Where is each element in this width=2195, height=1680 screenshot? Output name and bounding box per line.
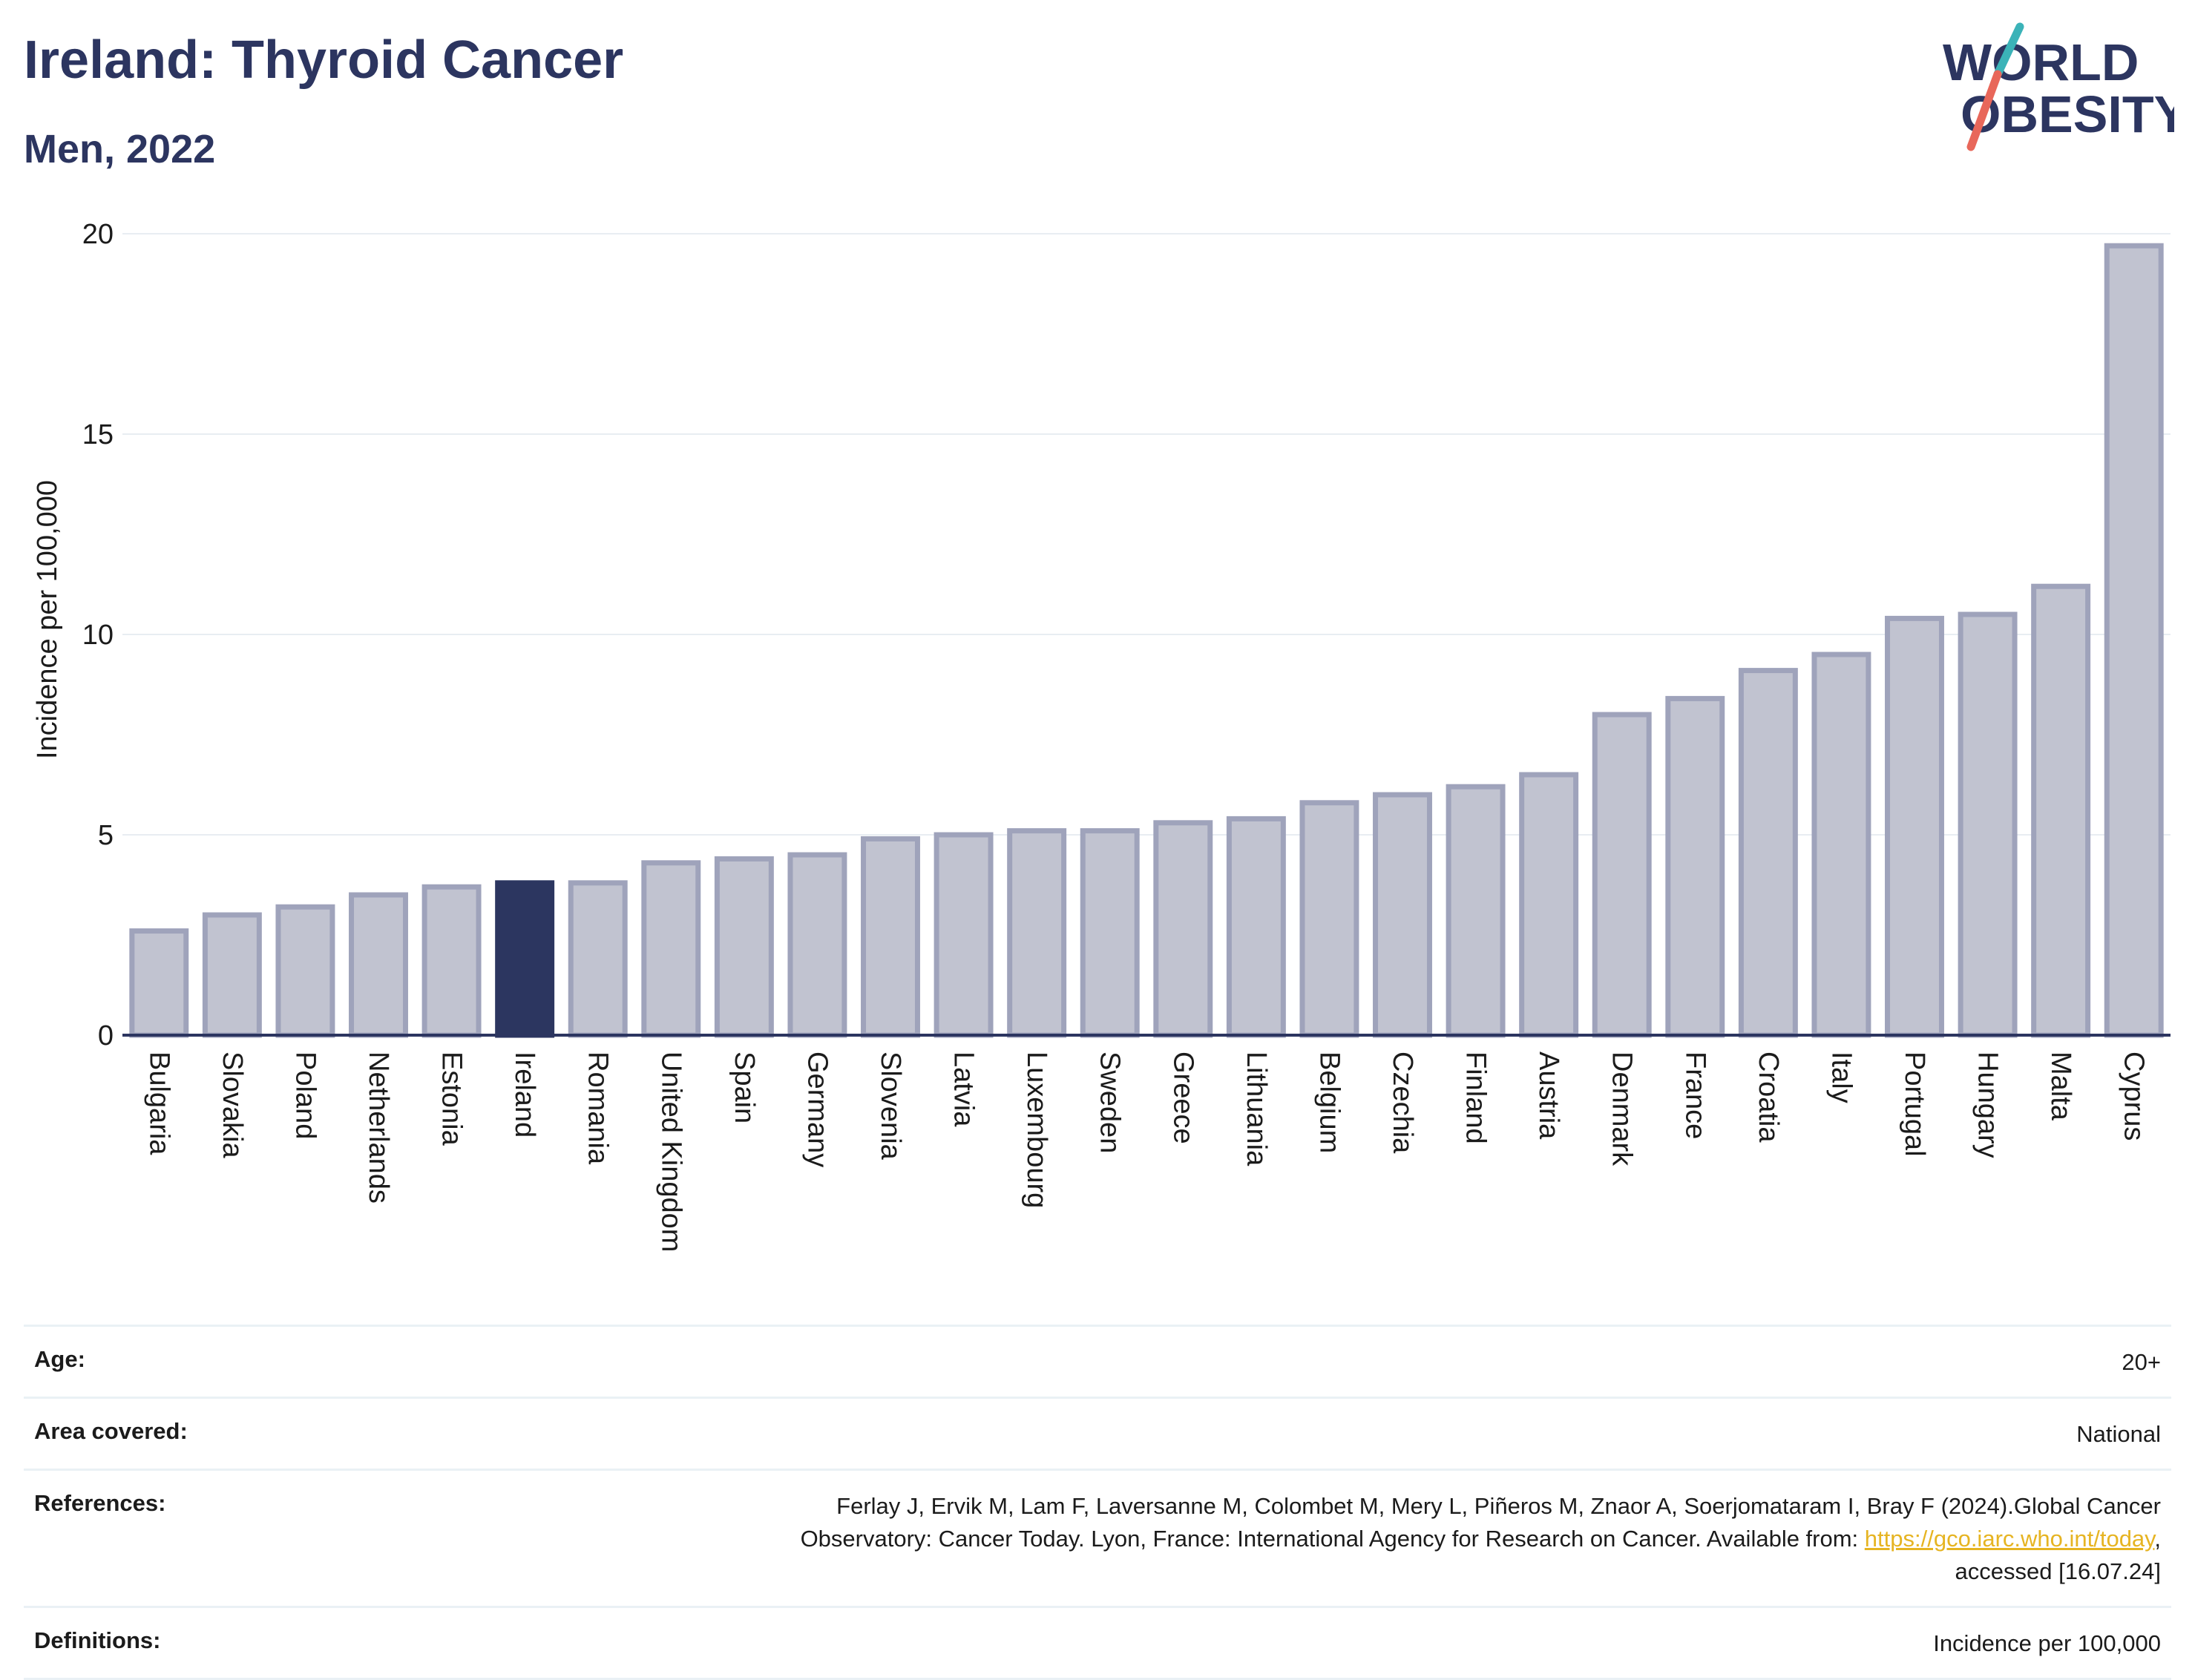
x-tick-label: Croatia — [1753, 1051, 1784, 1143]
x-tick-label: Slovenia — [875, 1051, 906, 1161]
bar-italy — [1811, 652, 1871, 1038]
bar-poland — [275, 904, 335, 1038]
world-obesity-logo: WORLD OBESITY — [1943, 22, 2174, 151]
logo-slash-bottom — [1966, 70, 2002, 151]
bar-austria — [1519, 772, 1579, 1038]
references-link[interactable]: https://gco.iarc.who.int/today — [1864, 1526, 2155, 1552]
logo-word-obesity: OBESITY — [1961, 85, 2174, 143]
bar-united-kingdom — [641, 860, 701, 1038]
bar-estonia — [421, 884, 482, 1038]
area-covered-label: Area covered: — [34, 1418, 188, 1444]
x-tick-label: Finland — [1460, 1051, 1492, 1144]
bar-cyprus — [2104, 243, 2164, 1038]
bar-denmark — [1592, 712, 1652, 1038]
bar-finland — [1446, 784, 1506, 1038]
x-tick-label: France — [1679, 1051, 1710, 1139]
bar-slovenia — [861, 836, 920, 1038]
x-tick-label: Ireland — [509, 1051, 540, 1138]
bar-sweden — [1080, 828, 1140, 1038]
x-tick-label: United Kingdom — [655, 1051, 686, 1252]
x-tick-labels: Bulgaria Slovakia Poland Netherlands Estonia… — [143, 1051, 2149, 1252]
x-tick-label: Portugal — [1899, 1051, 1930, 1157]
bar-lithuania — [1226, 816, 1286, 1038]
x-tick-label: Poland — [289, 1051, 321, 1139]
y-axis-label: Incidence per 100,000 — [32, 480, 63, 759]
x-tick-label: Spain — [729, 1051, 760, 1123]
info-row-age: Age: 20+ — [24, 1325, 2171, 1397]
bar-czechia — [1373, 792, 1432, 1038]
area-covered-value: National — [2076, 1421, 2161, 1447]
bar-france — [1665, 695, 1725, 1038]
x-tick-label: Germany — [801, 1051, 833, 1167]
y-tick-label: 10 — [82, 620, 114, 651]
bar-luxembourg — [1007, 828, 1067, 1038]
bar-netherlands — [349, 892, 408, 1038]
bar-bulgaria — [129, 928, 189, 1038]
bar-latvia — [934, 832, 994, 1038]
bar-spain — [714, 856, 774, 1038]
bars — [129, 243, 2164, 1038]
x-tick-label: Lithuania — [1241, 1051, 1272, 1167]
logo-word-world: WORLD — [1943, 33, 2139, 91]
x-tick-label: Sweden — [1095, 1051, 1126, 1153]
definitions-label: Definitions: — [34, 1627, 161, 1653]
references-value: Ferlay J, Ervik M, Lam F, Laversanne M, … — [801, 1490, 2161, 1588]
chart-title: Ireland: Thyroid Cancer — [24, 30, 624, 90]
x-tick-label: Romania — [583, 1051, 614, 1165]
bar-romania — [568, 880, 628, 1038]
references-line-3: accessed [16.07.24] — [1955, 1558, 2161, 1584]
bar-ireland — [495, 880, 555, 1038]
logo-slash-top — [1993, 22, 2024, 79]
x-tick-label: Hungary — [1972, 1051, 2004, 1158]
x-tick-label: Estonia — [436, 1051, 467, 1146]
x-tick-label: Belgium — [1313, 1051, 1345, 1153]
x-tick-label: Czechia — [1387, 1051, 1418, 1154]
bar-hungary — [1958, 611, 2018, 1038]
bar-chart: 0 5 10 15 20 Bulgaria Slovakia Poland Netherlan… — [32, 219, 2171, 1252]
bar-belgium — [1299, 800, 1359, 1038]
x-tick-label: Malta — [2045, 1051, 2076, 1121]
info-row-references: References: Ferlay J, Ervik M, Lam F, La… — [24, 1469, 2171, 1606]
definitions-value: Incidence per 100,000 — [1933, 1630, 2161, 1656]
bar-croatia — [1738, 668, 1798, 1038]
age-value: 20+ — [2122, 1349, 2161, 1375]
references-line-2: Observatory: Cancer Today. Lyon, France:… — [800, 1526, 1865, 1552]
x-tick-label: Bulgaria — [143, 1051, 174, 1155]
x-tick-label: Austria — [1533, 1051, 1564, 1140]
y-tick-label: 0 — [98, 1020, 114, 1051]
bar-malta — [2031, 583, 2091, 1038]
references-line-2-end: , — [2154, 1526, 2161, 1552]
x-tick-label: Slovakia — [217, 1051, 248, 1158]
age-label: Age: — [34, 1346, 85, 1372]
x-tick-label: Denmark — [1607, 1051, 1638, 1167]
chart-subtitle: Men, 2022 — [24, 127, 216, 171]
x-tick-label: Italy — [1825, 1051, 1857, 1103]
y-tick-label: 5 — [98, 820, 114, 851]
bar-germany — [787, 852, 847, 1038]
x-tick-label: Netherlands — [363, 1051, 394, 1204]
info-row-area: Area covered: National — [24, 1397, 2171, 1469]
references-label: References: — [34, 1490, 166, 1516]
bar-greece — [1153, 820, 1213, 1038]
bar-slovakia — [202, 912, 262, 1038]
y-tick-label: 20 — [82, 219, 114, 250]
references-line-1: Ferlay J, Ervik M, Lam F, Laversanne M, … — [836, 1493, 2161, 1519]
bar-portugal — [1885, 615, 1944, 1038]
x-tick-label: Luxembourg — [1021, 1051, 1052, 1208]
x-tick-label: Latvia — [948, 1051, 980, 1127]
info-table: Age: 20+ Area covered: National Referenc… — [24, 1325, 2171, 1680]
info-row-definitions: Definitions: Incidence per 100,000 — [24, 1606, 2171, 1680]
y-tick-labels: 0 5 10 15 20 — [82, 219, 114, 1051]
x-tick-label: Cyprus — [2119, 1051, 2150, 1141]
y-tick-label: 15 — [82, 419, 114, 450]
x-tick-label: Greece — [1167, 1051, 1198, 1144]
